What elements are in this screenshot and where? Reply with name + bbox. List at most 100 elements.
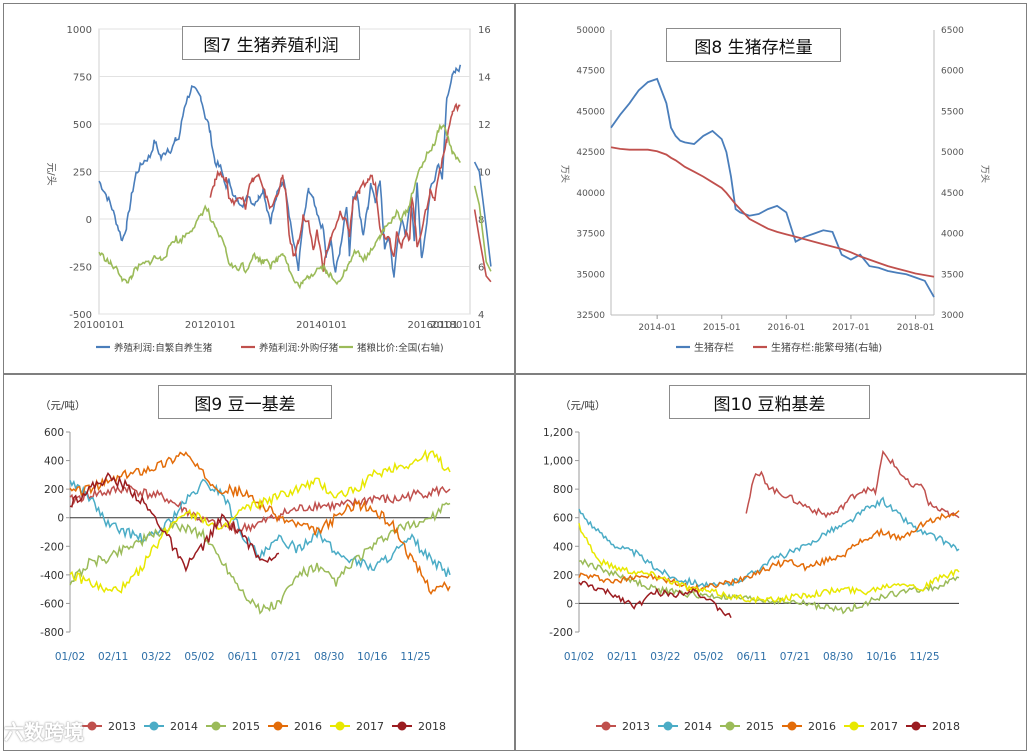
y-tick-label: 600 <box>553 513 573 525</box>
y-tick-label: 800 <box>553 484 573 496</box>
series-line-2013 <box>745 449 960 519</box>
legend-label: 2018 <box>418 720 446 733</box>
x-tick-label: 20100101 <box>74 320 125 331</box>
x-tick-label: 11/25 <box>400 651 430 663</box>
legend-marker <box>725 721 735 731</box>
legend-label: 2018 <box>932 720 960 733</box>
y2-tick-label: 14 <box>478 73 491 84</box>
watermark: 六数跨境 <box>4 720 84 744</box>
series-line-2018 <box>69 471 280 573</box>
y-tick-label: 1000 <box>67 25 92 36</box>
series-line-养殖利润:外购仔猪 <box>209 102 492 283</box>
chart-panel-fig7: 1000 750 500 250 0 -250 -500 16 14 12 10 8 6 4 2010010… <box>3 3 515 374</box>
y2-tick-label: 3500 <box>941 270 964 280</box>
chart-title-fig8: 图8 生猪存栏量 <box>666 28 841 62</box>
series-line-2014 <box>578 496 960 589</box>
chart-fig8: 50000 47500 45000 42500 40000 37500 35000 32500… <box>559 26 990 354</box>
series-line-生猪存栏 <box>610 77 935 298</box>
x-tick-label: 07/21 <box>271 651 301 663</box>
legend-label: 2015 <box>746 720 774 733</box>
y-tick-label: 200 <box>44 484 64 496</box>
y-tick-label: 0 <box>57 513 64 525</box>
series-line-2014 <box>69 478 451 577</box>
y-tick-label: 0 <box>566 598 573 610</box>
y-tick-label: 50000 <box>576 26 605 36</box>
series-line-2013 <box>69 485 451 535</box>
legend-marker <box>849 721 859 731</box>
legend-marker <box>787 721 797 731</box>
series-line-2018 <box>578 580 732 619</box>
legend-marker <box>601 721 611 731</box>
y2-tick-label: 3000 <box>941 311 964 321</box>
y-tick-label: -600 <box>40 598 64 610</box>
legend-marker <box>911 721 921 731</box>
y-tick-label: 0 <box>86 215 92 226</box>
series-line-生猪存栏:能繁母猪(右轴) <box>610 146 935 278</box>
x-tick-label: 06/11 <box>228 651 258 663</box>
y-tick-label: 37500 <box>576 230 605 240</box>
y-tick-label: -800 <box>40 627 64 639</box>
x-tick-label: 03/22 <box>650 651 680 663</box>
y-tick-label: 400 <box>44 456 64 468</box>
y-tick-label: 45000 <box>576 107 605 117</box>
legend-label: 2017 <box>356 720 384 733</box>
y-axis-label: （元/吨） <box>560 399 606 412</box>
legend-label: 生猪存栏:能繁母猪(右轴) <box>771 341 882 354</box>
x-tick-label: 10/16 <box>357 651 388 663</box>
y-tick-label: 400 <box>553 541 573 553</box>
legend-label: 养殖利润:自繁自养生猪 <box>114 342 213 354</box>
y-tick-label: 35000 <box>576 270 605 280</box>
legend-label: 2013 <box>108 720 136 733</box>
legend-label: 2014 <box>170 720 198 733</box>
y-tick-label: 250 <box>73 168 92 179</box>
series-line-2016 <box>69 451 451 596</box>
y2-tick-label: 12 <box>478 120 491 131</box>
y-tick-label: 1,000 <box>543 456 573 468</box>
y-axis-label: 元/头 <box>45 162 57 185</box>
series-line-2015 <box>69 502 451 615</box>
y2-tick-label: 4000 <box>941 230 964 240</box>
y-tick-label: 47500 <box>576 67 605 77</box>
y-tick-label: -200 <box>40 541 64 553</box>
legend-label: 养殖利润:外购仔猪 <box>259 342 339 354</box>
x-tick-label: 2015-01 <box>703 323 741 333</box>
x-tick-label: 11/25 <box>909 651 939 663</box>
legend-label: 2016 <box>294 720 322 733</box>
chart-fig9: 600 400 200 0 -200 -400 -600 -800 01/02 02/11 03/2… <box>40 399 451 733</box>
x-tick-label: 02/11 <box>98 651 128 663</box>
x-tick-label: 07/21 <box>780 651 810 663</box>
y-tick-label: 32500 <box>576 311 605 321</box>
x-tick-label: 2018-01 <box>897 323 935 333</box>
y-tick-label: -400 <box>40 570 64 582</box>
chart-title-fig7: 图7 生猪养殖利润 <box>182 26 360 60</box>
y2-tick-label: 16 <box>478 25 491 36</box>
legend-marker <box>663 721 673 731</box>
x-tick-label: 08/30 <box>823 651 853 663</box>
y-tick-label: -200 <box>549 627 573 639</box>
series-line-2016 <box>578 510 960 593</box>
x-tick-label: 05/02 <box>693 651 723 663</box>
x-tick-label: 05/02 <box>184 651 214 663</box>
legend-label: 2013 <box>622 720 650 733</box>
y2-tick-label: 5500 <box>941 107 964 117</box>
chart-panel-fig9: 600 400 200 0 -200 -400 -600 -800 01/02 02/11 03/2… <box>3 374 515 751</box>
y2-tick-label: 4 <box>478 310 484 321</box>
x-tick-label: 2014-01 <box>638 323 676 333</box>
legend-label: 生猪存栏 <box>694 341 734 354</box>
x-tick-label: 20140101 <box>296 320 347 331</box>
y-axis-label: （元/吨） <box>40 399 86 412</box>
legend-marker <box>149 721 159 731</box>
legend-marker <box>211 721 221 731</box>
legend-label: 2017 <box>870 720 898 733</box>
y2-tick-label: 6000 <box>941 67 964 77</box>
chart-title-fig9: 图9 豆一基差 <box>158 385 332 419</box>
x-tick-label: 10/16 <box>866 651 897 663</box>
legend-marker <box>273 721 283 731</box>
legend-marker <box>397 721 407 731</box>
chart-fig10: 1,200 1,000 800 600 400 200 0 -200 01/02 02/11 03/… <box>543 399 960 733</box>
x-tick-label: 08/30 <box>314 651 344 663</box>
y-tick-label: 1,200 <box>543 427 573 439</box>
x-tick-label: 02/11 <box>607 651 637 663</box>
x-tick-label: 2016-01 <box>768 323 806 333</box>
y-tick-label: -500 <box>69 310 92 321</box>
